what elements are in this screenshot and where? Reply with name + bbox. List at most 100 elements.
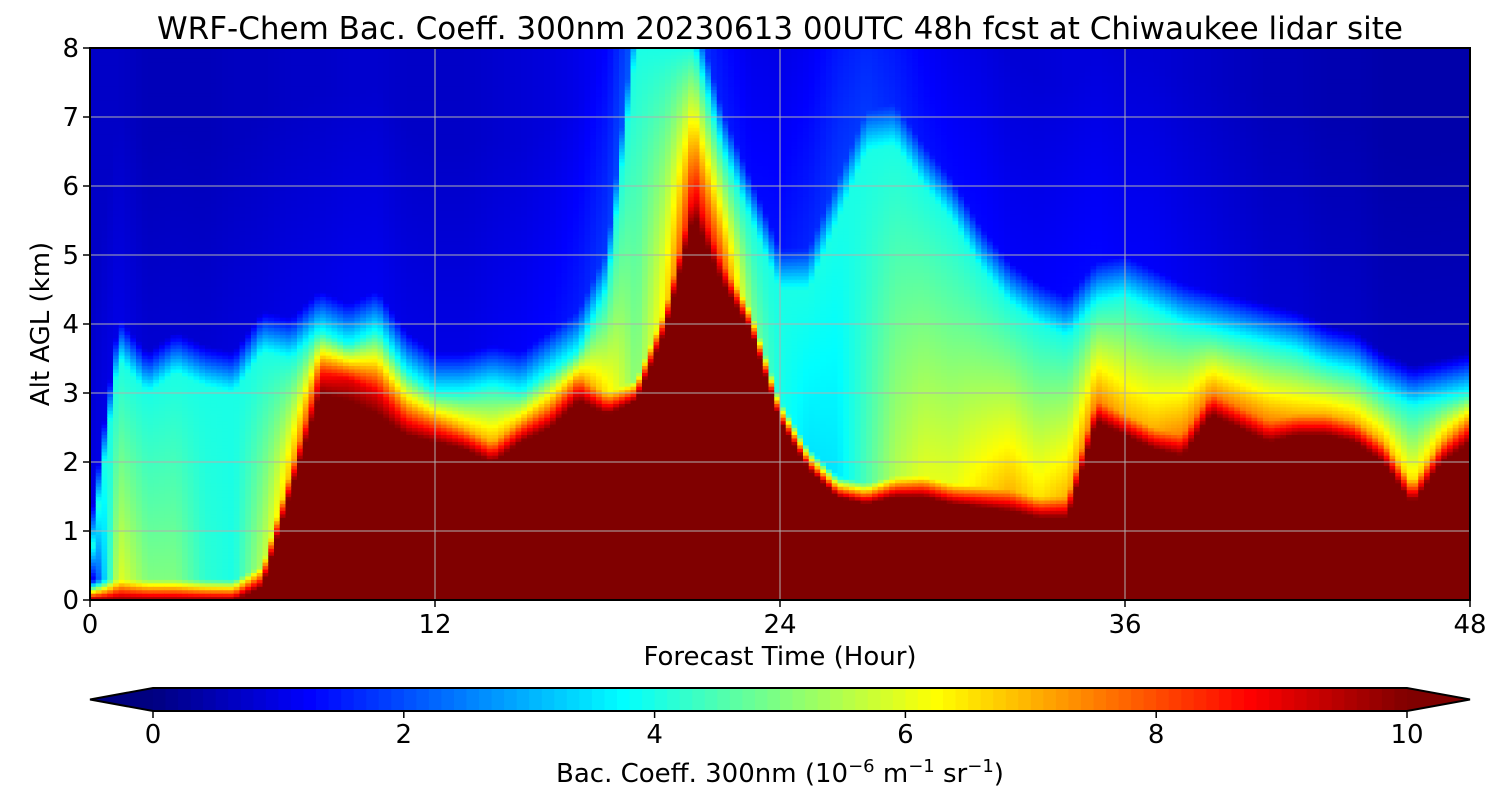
heat-cell	[102, 145, 108, 149]
heat-cell	[171, 448, 177, 452]
heat-cell	[182, 414, 188, 418]
heat-cell	[96, 524, 102, 528]
heat-cell	[182, 590, 188, 594]
heat-cell	[102, 434, 108, 438]
heat-cell	[119, 158, 125, 162]
heat-cell	[153, 327, 159, 331]
heat-cell	[176, 286, 182, 290]
heat-cell	[182, 145, 188, 149]
heat-cell	[153, 483, 159, 487]
heat-cell	[107, 376, 113, 380]
heat-cell	[102, 290, 108, 294]
heat-cell	[107, 227, 113, 231]
heat-cell	[113, 552, 119, 556]
heat-cell	[165, 62, 171, 66]
heat-cell	[148, 83, 154, 87]
heat-cell	[113, 400, 119, 404]
heat-cell	[176, 176, 182, 180]
heat-cell	[171, 283, 177, 287]
heat-cell	[176, 507, 182, 511]
heat-cell	[107, 186, 113, 190]
heat-cell	[153, 248, 159, 252]
heat-cell	[182, 566, 188, 570]
heat-cell	[96, 341, 102, 345]
heat-cell	[107, 86, 113, 90]
heat-cell	[113, 403, 119, 407]
heat-cell	[107, 248, 113, 252]
heat-cell	[107, 448, 113, 452]
heat-cell	[171, 424, 177, 428]
heat-cell	[96, 559, 102, 563]
heat-cell	[102, 486, 108, 490]
heat-cell	[119, 521, 125, 525]
heat-cell	[136, 421, 142, 425]
heat-cell	[153, 296, 159, 300]
heat-cell	[113, 93, 119, 97]
heat-cell	[153, 272, 159, 276]
heat-cell	[125, 548, 131, 552]
heat-cell	[113, 210, 119, 214]
heat-cell	[102, 65, 108, 69]
heat-cell	[159, 524, 165, 528]
heat-cell	[96, 96, 102, 100]
heat-cell	[107, 217, 113, 221]
heat-cell	[119, 65, 125, 69]
heat-cell	[153, 89, 159, 93]
heat-cell	[130, 452, 136, 456]
heat-cell	[153, 290, 159, 294]
heat-cell	[102, 296, 108, 300]
heat-cell	[119, 514, 125, 518]
heat-cell	[188, 538, 194, 542]
heat-cell	[107, 307, 113, 311]
heat-cell	[125, 503, 131, 507]
heat-cell	[171, 593, 177, 597]
heat-cell	[148, 245, 154, 249]
heat-cell	[142, 158, 148, 162]
heat-cell	[130, 376, 136, 380]
heat-cell	[142, 265, 148, 269]
heat-cell	[119, 76, 125, 80]
heat-cell	[119, 120, 125, 124]
heat-cell	[107, 465, 113, 469]
heat-cell	[96, 538, 102, 542]
heat-cell	[159, 455, 165, 459]
heat-cell	[96, 448, 102, 452]
heat-cell	[153, 541, 159, 545]
heat-cell	[142, 376, 148, 380]
heat-cell	[188, 517, 194, 521]
heat-cell	[136, 107, 142, 111]
heat-cell	[107, 103, 113, 107]
heat-cell	[165, 241, 171, 245]
heat-cell	[171, 141, 177, 145]
heat-cell	[96, 576, 102, 580]
heat-cell	[188, 545, 194, 549]
heat-cell	[125, 414, 131, 418]
heat-cell	[165, 431, 171, 435]
heat-cell	[96, 438, 102, 442]
heat-cell	[130, 303, 136, 307]
heat-cell	[171, 400, 177, 404]
heat-cell	[165, 507, 171, 511]
heat-cell	[130, 324, 136, 328]
heat-cell	[176, 331, 182, 335]
heat-cell	[176, 583, 182, 587]
heat-cell	[171, 521, 177, 525]
heat-cell	[176, 231, 182, 235]
heat-cell	[136, 555, 142, 559]
heat-cell	[125, 562, 131, 566]
heat-cell	[125, 421, 131, 425]
heat-cell	[113, 100, 119, 104]
heat-cell	[130, 200, 136, 204]
heat-cell	[176, 500, 182, 504]
heat-cell	[136, 524, 142, 528]
heat-cell	[182, 152, 188, 156]
heat-cell	[165, 569, 171, 573]
heat-cell	[130, 365, 136, 369]
heat-cell	[107, 414, 113, 418]
heat-cell	[176, 472, 182, 476]
heat-cell	[102, 234, 108, 238]
heat-cell	[102, 583, 108, 587]
heat-cell	[113, 283, 119, 287]
heat-cell	[136, 359, 142, 363]
heat-cell	[102, 207, 108, 211]
